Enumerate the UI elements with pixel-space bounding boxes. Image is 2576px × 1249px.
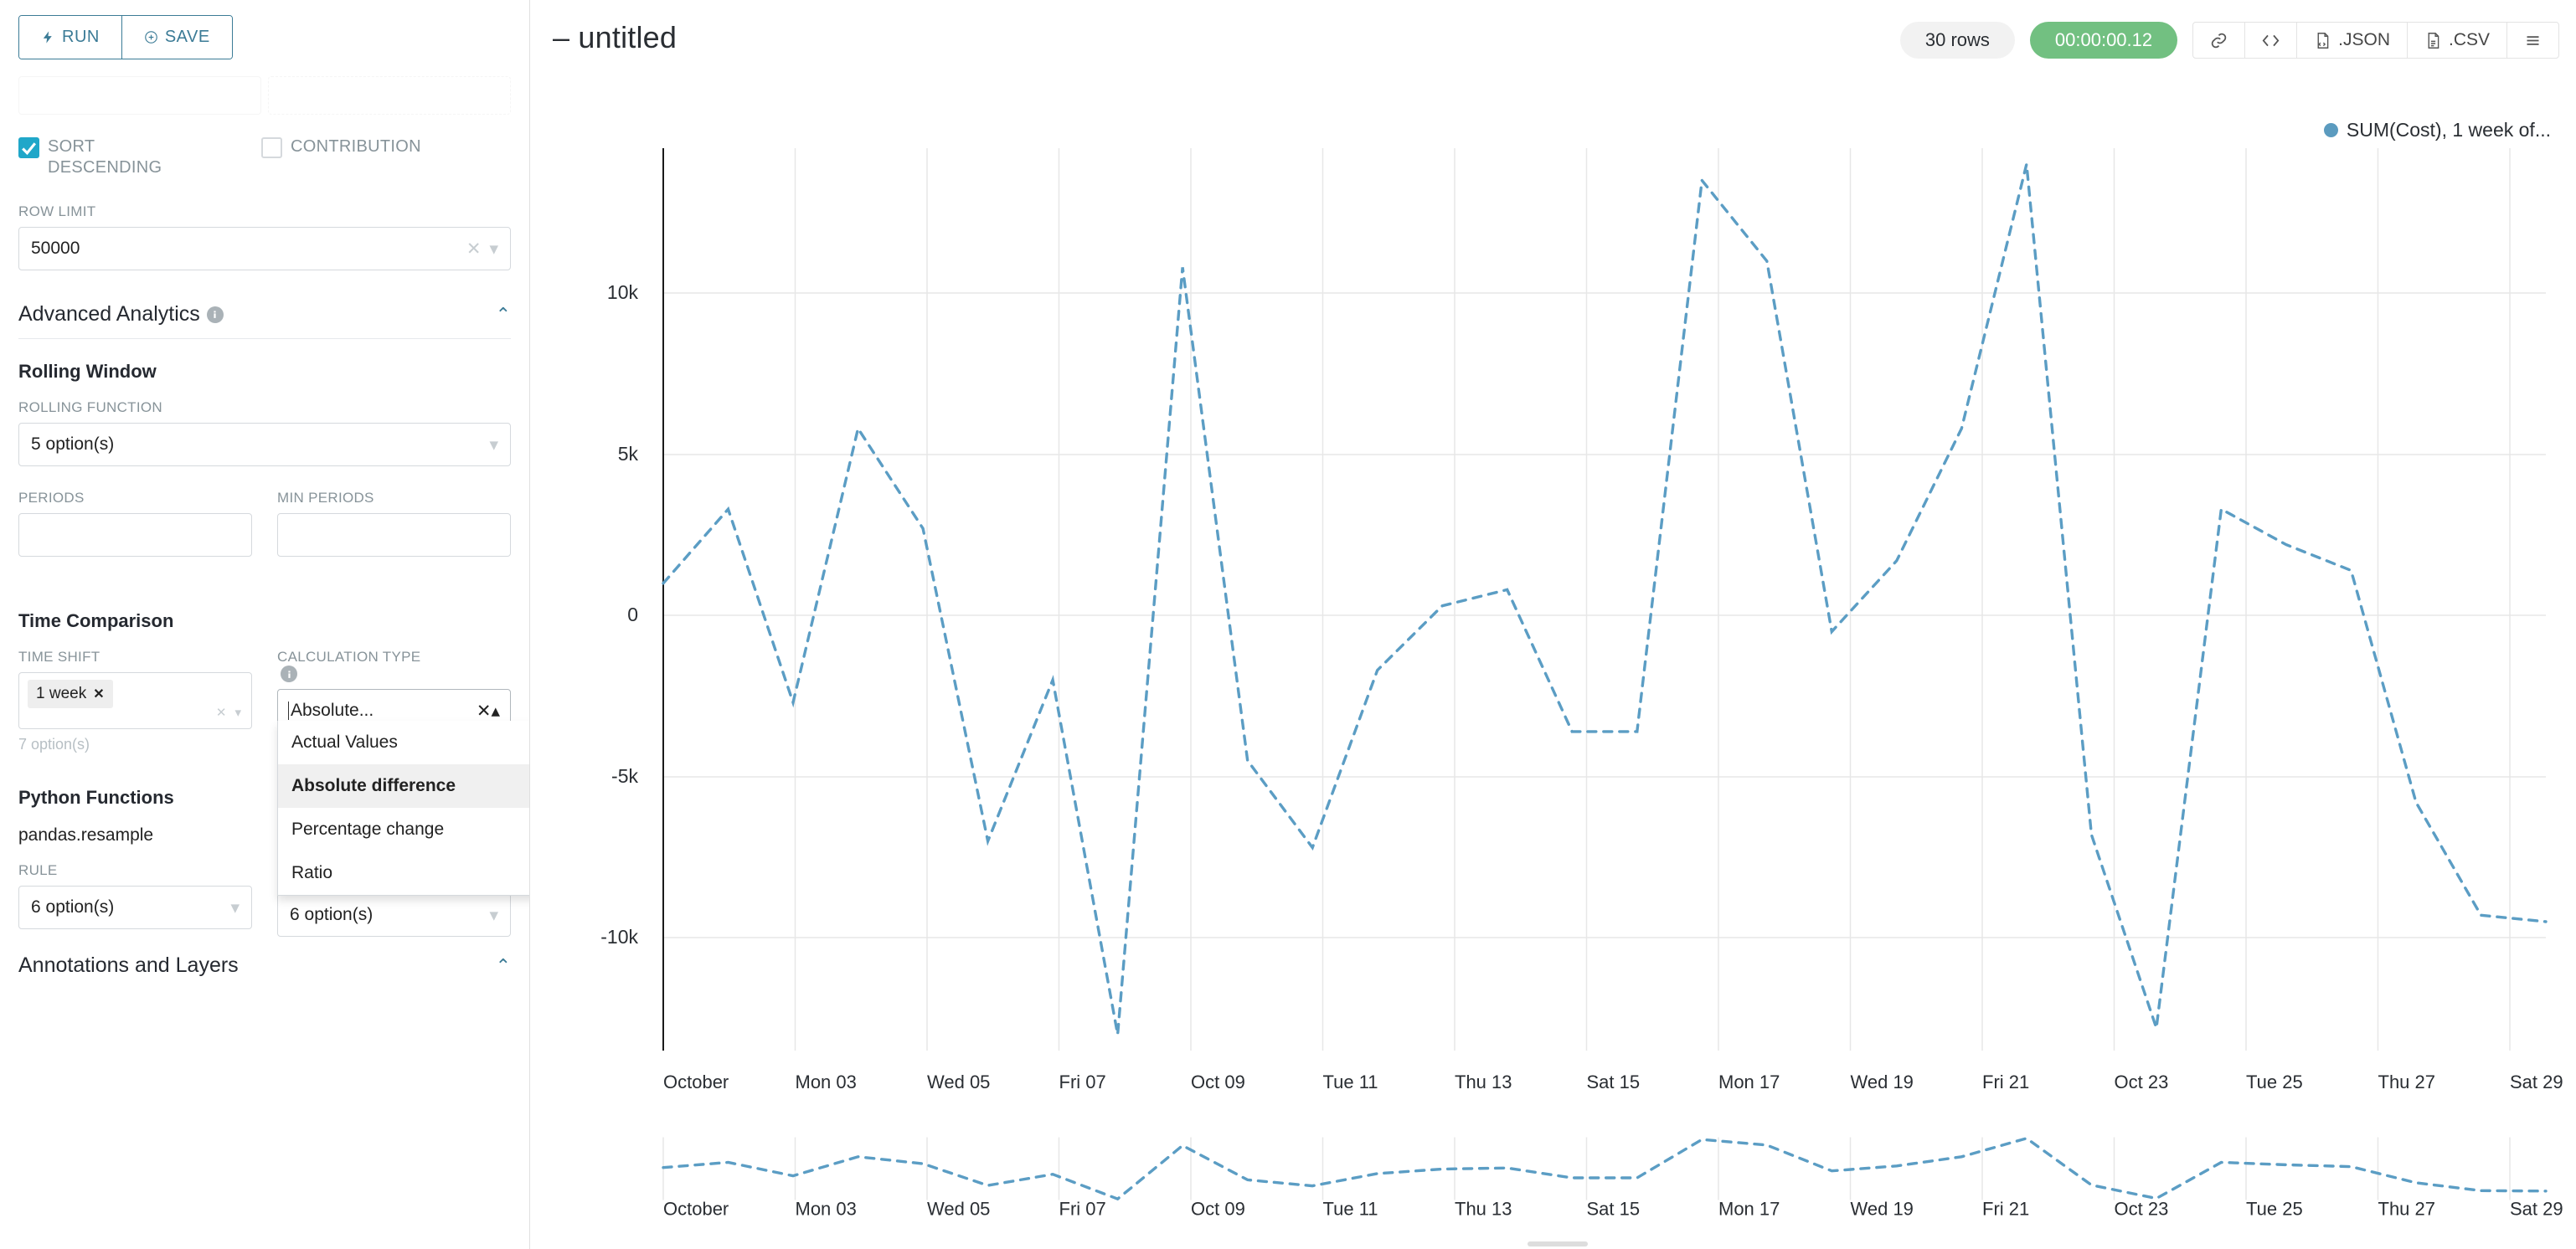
svg-text:-5k: -5k <box>611 765 638 787</box>
svg-text:Oct 23: Oct 23 <box>2115 1199 2169 1220</box>
svg-text:5k: 5k <box>618 443 639 465</box>
svg-text:Thu 13: Thu 13 <box>1455 1199 1512 1220</box>
svg-text:Sat 29: Sat 29 <box>2510 1199 2563 1220</box>
svg-text:Wed 05: Wed 05 <box>927 1072 990 1092</box>
svg-text:Fri 07: Fri 07 <box>1059 1072 1106 1092</box>
svg-text:October: October <box>663 1199 729 1220</box>
svg-text:Thu 27: Thu 27 <box>2378 1072 2436 1092</box>
svg-text:Sat 15: Sat 15 <box>1587 1199 1641 1220</box>
svg-text:Mon 17: Mon 17 <box>1718 1199 1780 1220</box>
svg-text:Oct 23: Oct 23 <box>2115 1072 2169 1092</box>
svg-text:Oct 09: Oct 09 <box>1191 1199 1245 1220</box>
svg-text:Mon 03: Mon 03 <box>796 1199 857 1220</box>
svg-text:October: October <box>663 1072 729 1092</box>
svg-text:Tue 11: Tue 11 <box>1323 1199 1378 1220</box>
svg-text:Mon 03: Mon 03 <box>796 1072 857 1092</box>
svg-text:Wed 19: Wed 19 <box>1851 1199 1914 1220</box>
svg-text:Thu 13: Thu 13 <box>1455 1072 1512 1092</box>
svg-text:Wed 19: Wed 19 <box>1851 1072 1914 1092</box>
svg-text:0: 0 <box>627 604 638 625</box>
svg-text:Sat 15: Sat 15 <box>1587 1072 1641 1092</box>
svg-text:10k: 10k <box>607 281 639 303</box>
svg-text:Tue 25: Tue 25 <box>2246 1072 2303 1092</box>
svg-text:Tue 25: Tue 25 <box>2246 1199 2303 1220</box>
svg-text:Fri 21: Fri 21 <box>1982 1199 2029 1220</box>
svg-text:Fri 21: Fri 21 <box>1982 1072 2029 1092</box>
svg-text:Sat 29: Sat 29 <box>2510 1072 2563 1092</box>
svg-text:Wed 05: Wed 05 <box>927 1199 990 1220</box>
svg-text:Mon 17: Mon 17 <box>1718 1072 1780 1092</box>
svg-text:Fri 07: Fri 07 <box>1059 1199 1106 1220</box>
svg-text:Oct 09: Oct 09 <box>1191 1072 1245 1092</box>
svg-text:Tue 11: Tue 11 <box>1323 1072 1378 1092</box>
svg-text:Thu 27: Thu 27 <box>2378 1199 2436 1220</box>
svg-text:-10k: -10k <box>600 926 638 948</box>
